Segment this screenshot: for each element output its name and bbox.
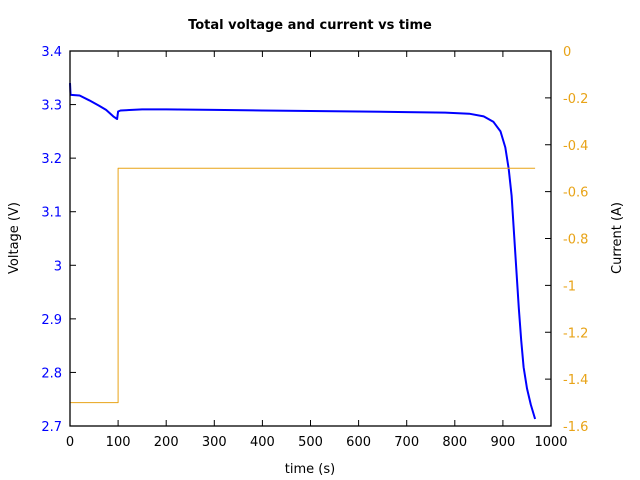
chart-title: Total voltage and current vs time [188,18,432,33]
y2-axis-label: Current (A) [610,202,625,274]
axis-ticks: 0 100 200 300 400 500 600 700 800 900 1000 3.4 3.3 3.… [41,45,588,450]
y-tick-label: 2.7 [41,420,62,435]
y2-tick-label: -1 [563,279,576,294]
y2-tick-label: -1.4 [563,373,588,388]
x-tick-label: 200 [154,435,179,450]
y2-tick-label: -0.2 [563,92,588,107]
x-tick-label: 0 [66,435,74,450]
y-tick-label: 3 [54,259,62,274]
plot-series [69,83,537,420]
y2-tick-label: -0.4 [563,139,588,154]
x-tick-label: 900 [490,435,515,450]
x-tick-label: 300 [202,435,227,450]
y2-tick-label: -1.6 [563,420,588,435]
x-tick-label: 1000 [534,435,567,450]
x-tick-label: 700 [394,435,419,450]
y-tick-label: 2.8 [41,366,62,381]
x-tick-label: 800 [442,435,467,450]
y2-tick-label: -0.6 [563,186,588,201]
y-tick-label: 2.9 [41,313,62,328]
voltage-line [69,83,537,420]
y2-tick-label: 0 [563,45,571,60]
y-axis-label: Voltage (V) [7,202,22,274]
x-tick-label: 500 [298,435,323,450]
plot-frame [69,50,552,427]
y-tick-label: 3.2 [41,152,62,167]
x-tick-label: 600 [346,435,371,450]
x-tick-label: 400 [250,435,275,450]
y2-tick-label: -0.8 [563,233,588,248]
y-tick-label: 3.1 [41,206,62,221]
y2-tick-label: -1.2 [563,326,588,341]
x-tick-label: 100 [106,435,131,450]
current-line [70,167,536,404]
x-axis-label: time (s) [285,462,335,477]
y-tick-label: 3.4 [41,45,62,60]
y-tick-label: 3.3 [41,99,62,114]
